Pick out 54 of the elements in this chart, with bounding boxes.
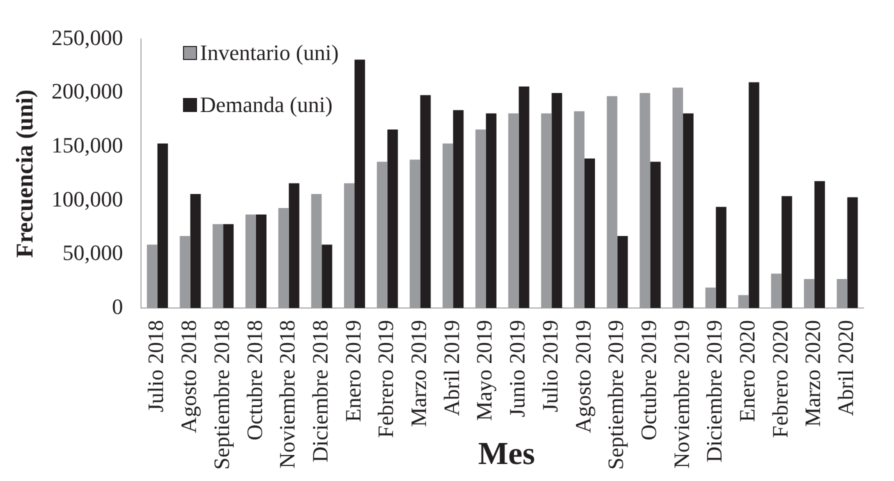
x-tick-label: Abril 2019 xyxy=(438,320,464,416)
y-tick-label: 150,000 xyxy=(52,132,123,158)
bar xyxy=(387,130,398,308)
bar xyxy=(748,82,760,308)
bar xyxy=(354,60,366,308)
x-tick-label: Agosto 2019 xyxy=(570,320,596,434)
y-tick-label: 50,000 xyxy=(62,240,123,266)
y-axis-title: Frecuencia (uni) xyxy=(12,90,39,258)
bar xyxy=(518,86,530,308)
bar xyxy=(223,224,234,308)
bar xyxy=(716,206,726,308)
y-tick-label: 0 xyxy=(112,294,123,319)
x-tick-label: Julio 2018 xyxy=(143,320,168,412)
x-tick-label: Diciembre 2018 xyxy=(307,320,332,462)
y-tick-label: 250,000 xyxy=(52,24,123,50)
bar xyxy=(288,183,300,308)
y-tick-label: 200,000 xyxy=(52,78,123,104)
bar xyxy=(814,181,825,308)
bar xyxy=(650,162,661,308)
bar xyxy=(453,110,464,308)
x-tick-label: Septiembre 2019 xyxy=(603,320,628,470)
bar xyxy=(617,236,628,308)
x-tick-label: Enero 2020 xyxy=(734,320,760,422)
bar xyxy=(322,244,332,308)
legend-label: Inventario (uni) xyxy=(200,40,339,65)
x-tick-label: Septiembre 2018 xyxy=(208,320,234,470)
bar xyxy=(256,214,266,308)
x-tick-label: Octubre 2018 xyxy=(242,320,267,440)
y-tick-label: 100,000 xyxy=(52,186,123,212)
x-tick-label: Diciembre 2019 xyxy=(702,320,727,462)
x-tick-label: Marzo 2020 xyxy=(800,320,826,427)
x-tick-label: Febrero 2020 xyxy=(767,320,792,438)
bar xyxy=(584,158,595,308)
legend-label: Demanda (uni) xyxy=(200,92,333,117)
bar xyxy=(157,143,168,308)
x-tick-label: Octubre 2019 xyxy=(636,320,661,440)
x-tick-label: Junio 2019 xyxy=(504,320,530,418)
x-tick-label: Noviembre 2018 xyxy=(274,320,300,468)
bar xyxy=(683,113,694,308)
x-tick-label: Abril 2020 xyxy=(833,320,858,416)
bar xyxy=(782,196,792,308)
x-tick-label: Enero 2019 xyxy=(340,320,366,422)
bar xyxy=(190,194,201,308)
bar xyxy=(486,113,496,308)
x-axis-title: Mes xyxy=(478,435,535,471)
x-tick-label: Agosto 2018 xyxy=(176,320,202,434)
x-tick-label: Mayo 2019 xyxy=(472,320,497,421)
x-tick-label: Febrero 2019 xyxy=(373,320,398,438)
bar xyxy=(420,95,431,308)
x-tick-label: Julio 2019 xyxy=(537,320,562,412)
x-tick-label: Marzo 2019 xyxy=(406,320,432,427)
bar xyxy=(552,92,562,308)
x-tick-label: Noviembre 2019 xyxy=(668,320,694,468)
bar xyxy=(847,197,858,308)
